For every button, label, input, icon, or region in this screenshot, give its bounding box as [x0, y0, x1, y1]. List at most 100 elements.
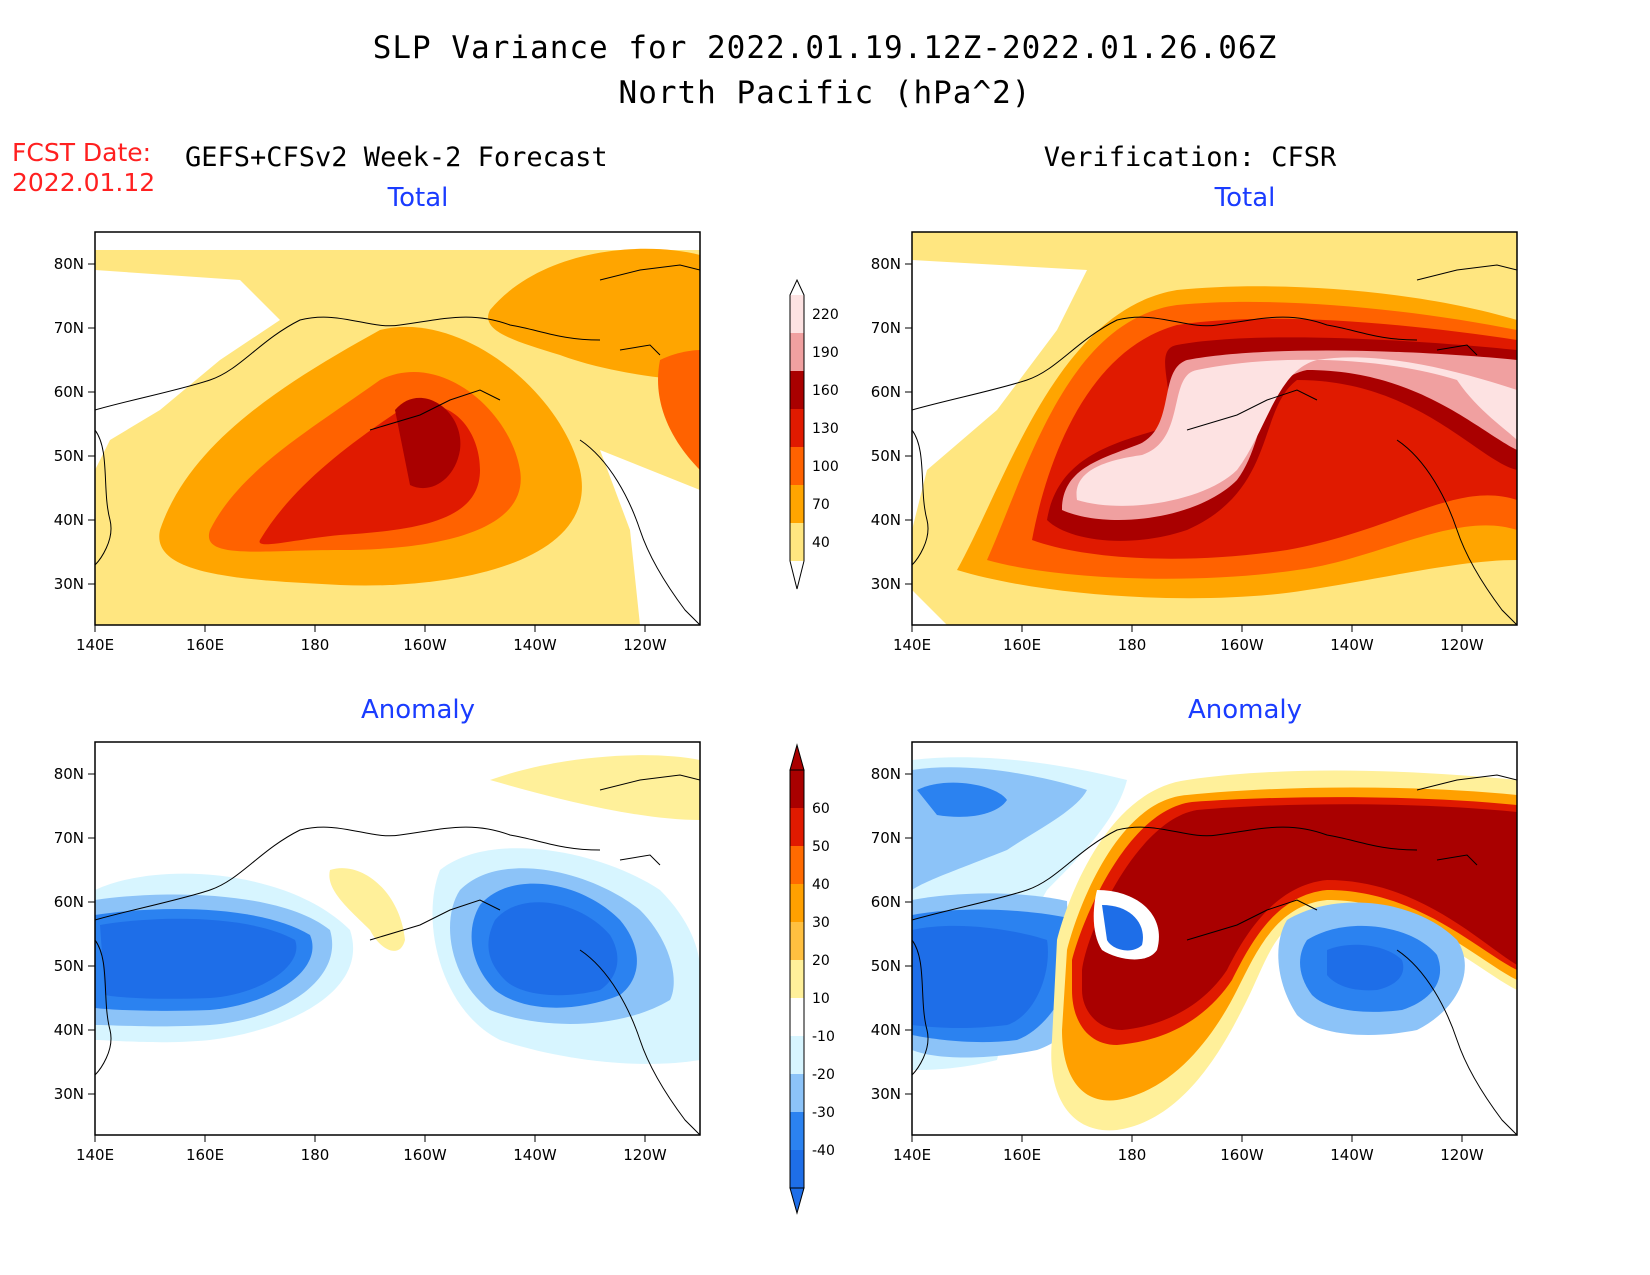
colorbar-level-label: 10: [812, 991, 830, 1007]
lon-tick-label: 160E: [186, 636, 224, 654]
colorbar-level-label: -30: [812, 1105, 835, 1121]
lon-tick-label: 160W: [1220, 1146, 1264, 1164]
coastlines: [912, 774, 1517, 1135]
lat-tick-label: 30N: [54, 1085, 84, 1103]
lon-tick-label: 140E: [76, 1146, 114, 1164]
colorbar-level-label: 160: [812, 383, 839, 399]
colorbar-level-label: 20: [812, 953, 830, 969]
colorbar-level-label: -10: [812, 1029, 835, 1045]
lat-tick-label: 80N: [54, 765, 84, 783]
main-subtitle: North Pacific (hPa^2): [618, 75, 1032, 111]
lon-tick-label: 140W: [1330, 636, 1374, 654]
colorbar-level-label: 40: [812, 535, 830, 551]
lon-tick-label: 160W: [1220, 636, 1264, 654]
lon-tick-label: 160E: [1003, 636, 1041, 654]
lat-tick-label: 50N: [54, 447, 84, 465]
colorbar-segment: [790, 1074, 804, 1112]
colorbar-anomaly: -40 -30 -20 -10 10 20 30 40 50 60: [789, 743, 835, 1215]
map-frame: [911, 231, 1518, 626]
lat-tick-label: 60N: [54, 383, 84, 401]
forecast-subtitle: GEFS+CFSv2 Week-2 Forecast: [185, 142, 608, 173]
map-frame: [94, 231, 701, 626]
lon-tick-label: 160E: [186, 1146, 224, 1164]
coastlines: [95, 774, 700, 1135]
lat-tick-label: 60N: [54, 893, 84, 911]
map-forecast-total: 80N 70N 60N 50N 40N 30N 140E 160E 180 160W 140W 12…: [54, 231, 701, 654]
lon-tick-label: 140E: [893, 636, 931, 654]
colorbar-level-label: 50: [812, 839, 830, 855]
colorbar-level-label: 30: [812, 915, 830, 931]
forecast-date-value: 2022.01.12: [12, 168, 156, 197]
lon-tick-label: 120W: [1440, 1146, 1484, 1164]
map-forecast-anomaly: 80N 70N 60N 50N 40N 30N 140E 160E 180 160W 140W 12…: [54, 741, 701, 1164]
contour-fill: [95, 742, 700, 1135]
panel-title-bottom-right: Anomaly: [1187, 695, 1303, 725]
lat-tick-label: 50N: [871, 447, 901, 465]
colorbar-segment: [790, 808, 804, 846]
colorbar-level-label: 190: [812, 345, 839, 361]
colorbar-level-label: 40: [812, 877, 830, 893]
lat-tick-label: 40N: [54, 1021, 84, 1039]
colorbar-segment: [790, 371, 804, 409]
lat-tick-label: 60N: [871, 383, 901, 401]
lon-tick-label: 160W: [403, 636, 447, 654]
colorbar-outline: [789, 278, 805, 590]
lon-tick-label: 180: [1118, 636, 1147, 654]
colorbar-level-label: 60: [812, 801, 830, 817]
lat-tick-label: 30N: [871, 575, 901, 593]
map-verification-anomaly: 80N 70N 60N 50N 40N 30N 140E 160E 180 160W 140W 12…: [871, 741, 1518, 1164]
lat-tick-label: 70N: [54, 319, 84, 337]
forecast-date-label: FCST Date:: [12, 138, 152, 167]
colorbar-segment: [790, 1150, 804, 1188]
panel-title-bottom-left: Anomaly: [360, 695, 476, 725]
colorbar-segment: [790, 485, 804, 523]
verification-subtitle: Verification: CFSR: [1043, 142, 1337, 173]
colorbar-level-label: -20: [812, 1067, 835, 1083]
panel-title-top-left: Total: [387, 183, 449, 213]
coastlines: [912, 264, 1517, 625]
main-title: SLP Variance for 2022.01.19.12Z-2022.01.…: [372, 30, 1278, 66]
colorbar-segment: [790, 884, 804, 922]
lat-tick-label: 30N: [54, 575, 84, 593]
lat-tick-label: 50N: [871, 957, 901, 975]
lon-tick-label: 160E: [1003, 1146, 1041, 1164]
lat-tick-label: 40N: [871, 1021, 901, 1039]
lat-tick-label: 70N: [54, 829, 84, 847]
colorbar-segment: [790, 1036, 804, 1074]
lon-tick-label: 140W: [513, 1146, 557, 1164]
lon-tick-label: 160W: [403, 1146, 447, 1164]
colorbar-level-label: 130: [812, 421, 839, 437]
map-frame: [94, 741, 701, 1136]
lat-tick-label: 30N: [871, 1085, 901, 1103]
colorbar-level-label: -40: [812, 1143, 835, 1159]
lon-tick-label: 120W: [623, 1146, 667, 1164]
map-frame: [911, 741, 1518, 1136]
lon-tick-label: 180: [301, 636, 330, 654]
colorbar-segment: [790, 770, 804, 808]
colorbar-segment: [790, 1112, 804, 1150]
colorbar-max-arrow: [789, 743, 805, 771]
colorbar-segment: [790, 960, 804, 998]
lat-tick-label: 80N: [54, 255, 84, 273]
colorbar-level-label: 220: [812, 307, 839, 323]
colorbar-segment: [790, 447, 804, 485]
lon-tick-label: 180: [301, 1146, 330, 1164]
colorbar-outline: [789, 769, 805, 1189]
colorbar-segment: [790, 846, 804, 884]
map-verification-total: 80N 70N 60N 50N 40N 30N 140E 160E 180 160W 140W 12…: [871, 231, 1518, 654]
lat-tick-label: 60N: [871, 893, 901, 911]
lon-tick-label: 140E: [893, 1146, 931, 1164]
lon-tick-label: 140W: [1330, 1146, 1374, 1164]
contour-fill: [95, 232, 700, 625]
panel-title-top-right: Total: [1214, 183, 1276, 213]
colorbar-segment: [790, 333, 804, 371]
lat-tick-label: 80N: [871, 765, 901, 783]
contour-fill: [912, 742, 1517, 1135]
colorbar-segment: [790, 295, 804, 333]
contour-fill: [912, 232, 1517, 625]
lon-tick-label: 120W: [623, 636, 667, 654]
colorbar-level-label: 100: [812, 459, 839, 475]
colorbar-level-label: 70: [812, 497, 830, 513]
lon-tick-label: 140E: [76, 636, 114, 654]
lat-tick-label: 50N: [54, 957, 84, 975]
